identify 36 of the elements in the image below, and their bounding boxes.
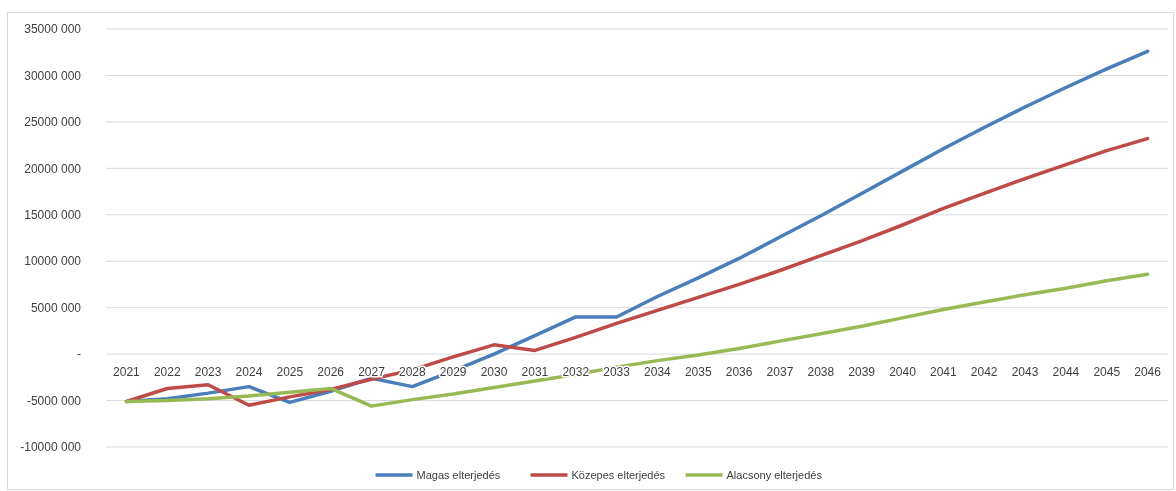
x-tick-label: 2039 (848, 365, 876, 380)
x-tick-label: 2030 (480, 365, 508, 380)
x-tick-label: 2042 (970, 365, 998, 380)
x-tick-label: 2026 (317, 365, 345, 380)
x-tick-label: 2046 (1134, 365, 1162, 380)
y-tick-label: -5000 000 (26, 393, 82, 408)
x-tick-label: 2037 (766, 365, 794, 380)
x-tick-label: 2038 (807, 365, 835, 380)
y-tick-label: -10000 000 (20, 440, 82, 455)
y-tick-label: 35000 000 (24, 22, 82, 37)
x-tick-label: 2023 (194, 365, 222, 380)
x-tick-label: 2027 (358, 365, 386, 380)
y-tick-label: - (77, 347, 81, 362)
x-tick-label: 2041 (929, 365, 958, 380)
x-tick-label: 2040 (889, 365, 917, 380)
x-tick-label: 2045 (1093, 365, 1121, 380)
y-tick-label: 30000 000 (24, 68, 82, 83)
x-tick-label: 2043 (1011, 365, 1039, 380)
x-tick-label: 2033 (603, 365, 631, 380)
x-tick-label: 2034 (644, 365, 672, 380)
x-tick-label: 2036 (725, 365, 753, 380)
x-tick-label: 2024 (235, 365, 263, 380)
y-tick-label: 20000 000 (24, 161, 82, 176)
legend-label: Magas elterjedés (416, 468, 501, 481)
y-tick-label: 5000 000 (30, 300, 82, 315)
x-tick-label: 2031 (521, 365, 549, 380)
x-tick-label: 2025 (276, 365, 304, 380)
legend-label: Alacsony elterjedés (726, 468, 823, 481)
x-tick-label: 2021 (113, 365, 141, 380)
legend-label: Közepes elterjedés (571, 468, 666, 481)
y-tick-label: 10000 000 (24, 254, 82, 269)
x-tick-label: 2035 (684, 365, 712, 380)
x-tick-label: 2044 (1052, 365, 1080, 380)
x-tick-label: 2022 (153, 365, 181, 380)
y-tick-label: 15000 000 (24, 207, 82, 222)
y-tick-label: 25000 000 (24, 115, 82, 130)
